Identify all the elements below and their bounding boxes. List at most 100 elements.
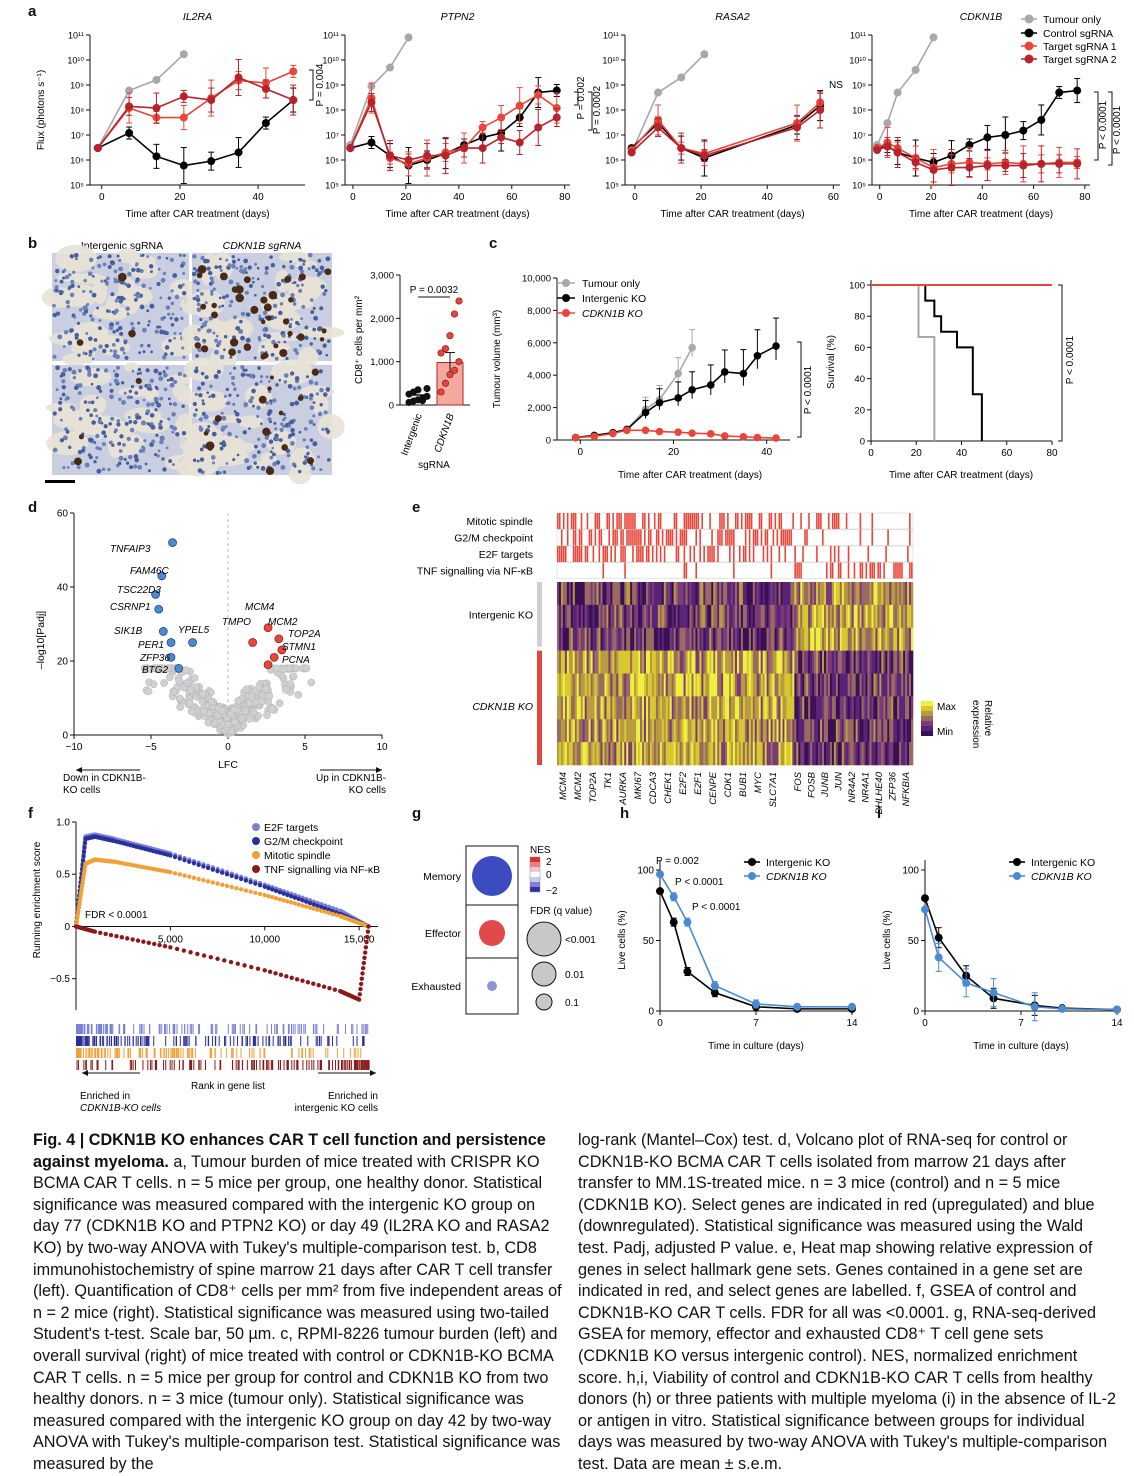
heatmap-cell [745,742,747,765]
heatmap-cell [796,719,798,742]
heatmap-cell [557,605,559,628]
nucleus [172,463,175,466]
heatmap-cell [836,628,838,651]
nucleus [200,292,204,296]
heatmap-cell [575,719,577,742]
nucleus [153,369,158,374]
heatmap-cell [802,696,804,719]
heatmap-cell [559,628,561,651]
heatmap-cell [897,628,899,651]
nucleus [55,289,58,292]
heatmap-cell [812,605,814,628]
gene-point [248,693,255,700]
heatmap-cell [616,628,618,651]
nucleus [85,332,88,335]
heatmap-cell [903,674,905,697]
heatmap-cell [638,605,640,628]
heatmap-cell [731,582,733,605]
nucleus [282,265,285,268]
heatmap-cell [790,605,792,628]
heatmap-cell [816,628,818,651]
nucleus [110,389,114,393]
cd8-stained-cell [298,395,304,401]
heatmap-cell [717,719,719,742]
gene-hit-mark [84,1024,85,1034]
gene-hit-mark [86,1036,87,1046]
heatmap-cell [840,582,842,605]
nucleus [313,401,316,404]
gene-hit-mark [280,1036,281,1046]
gene-label: TOP2A [588,772,599,803]
heatmap-cell [620,742,622,765]
heatmap-cell [699,696,701,719]
heatmap-cell [733,719,735,742]
heatmap-cell [622,696,624,719]
cd8-stained-cell [215,415,222,422]
nucleus [97,368,100,371]
nucleus [261,443,266,448]
heatmap-cell [571,719,573,742]
heatmap-cell [606,719,608,742]
nucleus [312,328,316,332]
gene-set-mark [869,563,871,579]
heatmap-cell [587,582,589,605]
nucleus [52,313,56,317]
nucleus [150,378,154,382]
running-score-point [263,893,267,897]
y-tick-label: 10⁵ [70,181,84,191]
nucleus [166,257,169,260]
nucleus [118,267,123,272]
data-point [405,33,413,41]
gene-set-mark [662,530,664,546]
heatmap-cell [741,582,743,605]
gene-set-mark [638,530,640,546]
nucleus [166,305,171,310]
y-tick-label: 2,000 [527,403,551,414]
running-score-point [361,966,365,970]
heatmap-cell [591,651,593,674]
nucleus [205,301,208,304]
group-bar-intergenic [537,582,542,647]
nucleus [306,445,310,449]
gene-hit-mark [343,1048,344,1058]
gene-set-mark [885,546,887,562]
heatmap-cell [668,719,670,742]
gene-hit-mark [336,1036,337,1046]
heatmap-cell [753,696,755,719]
nucleus [220,355,225,360]
gene-set-mark [907,546,909,562]
heatmap-cell [723,605,725,628]
nucleus [310,298,314,302]
data-point [456,298,462,304]
nucleus [261,466,266,471]
gene-set-mark [682,530,684,546]
nucleus [115,299,119,303]
nucleus [223,471,226,474]
heatmap-cell [632,605,634,628]
data-point [677,73,685,81]
nucleus [162,467,166,471]
heatmap-cell [577,719,579,742]
legend-label: Intergenic KO [582,293,646,305]
gene-set-mark [761,513,763,529]
gene-hit-mark [316,1024,317,1034]
heatmap-cell [877,696,879,719]
heatmap-cell [747,696,749,719]
nucleus [206,391,209,394]
gene-set-mark [612,530,614,546]
heatmap-cell [753,582,755,605]
heatmap-cell [891,696,893,719]
heatmap-cell [630,719,632,742]
heatmap-cell [638,651,640,674]
heatmap-cell [810,674,812,697]
stat-label: P = 0.002 [576,76,587,119]
gene-set-mark [779,546,781,562]
heatmap-cell [719,696,721,719]
heatmap-cell [818,628,820,651]
heatmap-cell [765,719,767,742]
heatmap-cell [690,696,692,719]
heatmap-cell [826,651,828,674]
running-score-point [331,912,335,916]
nucleus [137,465,142,470]
data-point [700,152,708,160]
